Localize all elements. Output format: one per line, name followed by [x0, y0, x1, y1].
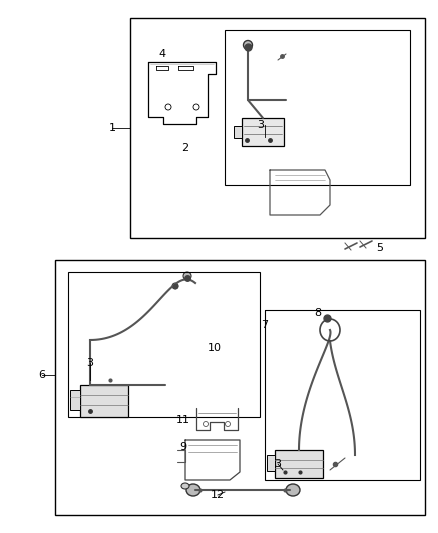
- Text: 3: 3: [258, 120, 265, 130]
- Bar: [70, 390, 80, 410]
- Bar: [242, 118, 284, 146]
- Text: 3: 3: [86, 358, 93, 368]
- Text: 2: 2: [181, 143, 189, 153]
- Bar: [225, 30, 410, 185]
- Bar: [68, 272, 260, 417]
- Text: 5: 5: [377, 243, 384, 253]
- Text: 9: 9: [180, 442, 187, 452]
- Bar: [267, 455, 275, 471]
- Text: 12: 12: [211, 490, 225, 500]
- Text: 4: 4: [159, 49, 166, 59]
- Text: 7: 7: [261, 320, 268, 330]
- Bar: [55, 260, 425, 515]
- Bar: [130, 18, 425, 238]
- Bar: [275, 450, 323, 478]
- Ellipse shape: [172, 283, 178, 289]
- Bar: [265, 310, 420, 480]
- Bar: [234, 126, 242, 138]
- Text: 1: 1: [109, 123, 116, 133]
- Ellipse shape: [244, 41, 252, 50]
- Bar: [80, 385, 128, 417]
- Text: 10: 10: [208, 343, 222, 353]
- Ellipse shape: [181, 483, 189, 489]
- Ellipse shape: [183, 272, 191, 280]
- Ellipse shape: [186, 484, 200, 496]
- Text: 3: 3: [275, 459, 282, 469]
- Text: 11: 11: [176, 415, 190, 425]
- Ellipse shape: [286, 484, 300, 496]
- Text: 6: 6: [39, 370, 46, 380]
- Text: 8: 8: [314, 308, 321, 318]
